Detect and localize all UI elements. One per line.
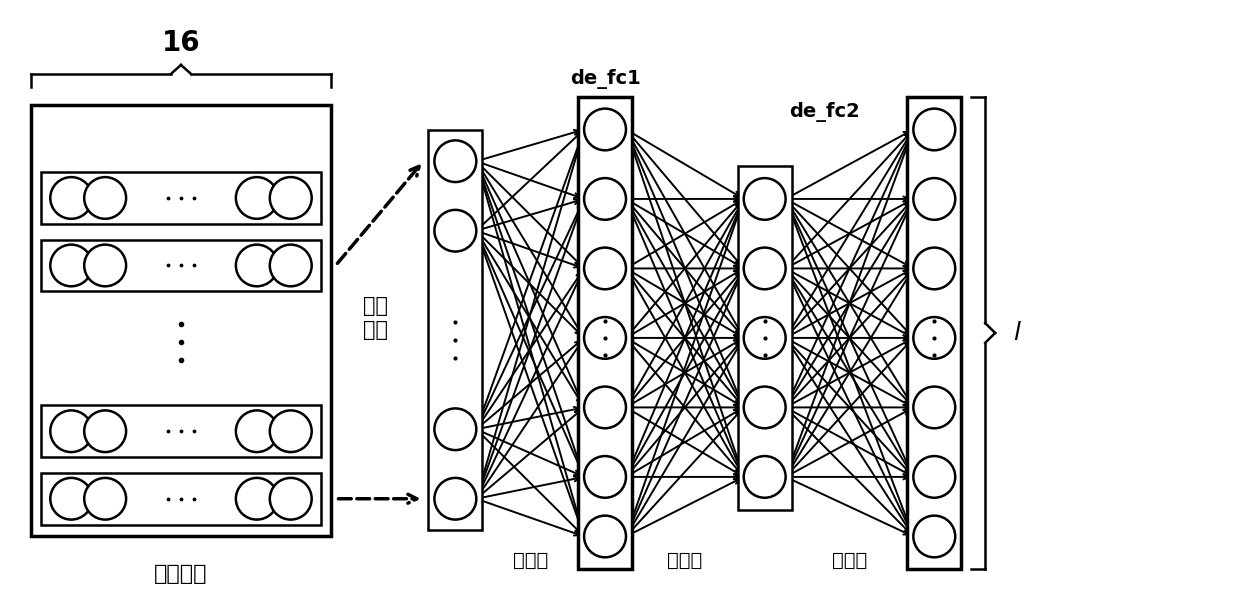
Circle shape: [914, 387, 955, 428]
Circle shape: [236, 177, 278, 219]
Circle shape: [914, 109, 955, 150]
Bar: [41, 473, 321, 525]
Bar: [578, 97, 632, 569]
Text: de_fc2: de_fc2: [789, 102, 859, 122]
Circle shape: [914, 515, 955, 557]
Circle shape: [584, 515, 626, 557]
Circle shape: [914, 178, 955, 220]
Bar: [429, 131, 482, 530]
Circle shape: [584, 317, 626, 359]
Circle shape: [51, 245, 92, 286]
Circle shape: [744, 317, 786, 359]
Circle shape: [270, 478, 311, 519]
Circle shape: [434, 478, 476, 519]
Circle shape: [434, 210, 476, 252]
Circle shape: [584, 178, 626, 220]
Text: de_fc1: de_fc1: [569, 69, 640, 89]
Bar: [31, 105, 331, 537]
Circle shape: [744, 178, 786, 220]
Circle shape: [270, 245, 311, 286]
Circle shape: [84, 245, 126, 286]
Circle shape: [236, 410, 278, 452]
Circle shape: [434, 408, 476, 450]
Text: 全连接: 全连接: [667, 551, 703, 570]
Bar: [41, 239, 321, 291]
Circle shape: [914, 248, 955, 289]
Circle shape: [84, 410, 126, 452]
Circle shape: [744, 387, 786, 428]
Text: 全连接: 全连接: [512, 551, 548, 570]
Circle shape: [270, 410, 311, 452]
Circle shape: [236, 478, 278, 519]
Text: l: l: [1013, 321, 1021, 345]
Circle shape: [51, 410, 92, 452]
Circle shape: [270, 177, 311, 219]
Circle shape: [584, 387, 626, 428]
Bar: [41, 405, 321, 457]
Bar: [41, 172, 321, 224]
Circle shape: [744, 456, 786, 498]
Circle shape: [84, 478, 126, 519]
Circle shape: [914, 456, 955, 498]
Circle shape: [584, 109, 626, 150]
Circle shape: [434, 141, 476, 182]
Text: 全连接: 全连接: [832, 551, 867, 570]
Bar: [738, 166, 791, 509]
Text: 掩膜
重塑: 掩膜 重塑: [363, 297, 388, 340]
Bar: [908, 97, 961, 569]
Text: 16: 16: [161, 29, 201, 57]
Text: 高级胶囊: 高级胶囊: [154, 564, 208, 584]
Circle shape: [584, 456, 626, 498]
Circle shape: [744, 248, 786, 289]
Circle shape: [84, 177, 126, 219]
Circle shape: [914, 317, 955, 359]
Circle shape: [236, 245, 278, 286]
Circle shape: [51, 177, 92, 219]
Circle shape: [584, 248, 626, 289]
Circle shape: [51, 478, 92, 519]
